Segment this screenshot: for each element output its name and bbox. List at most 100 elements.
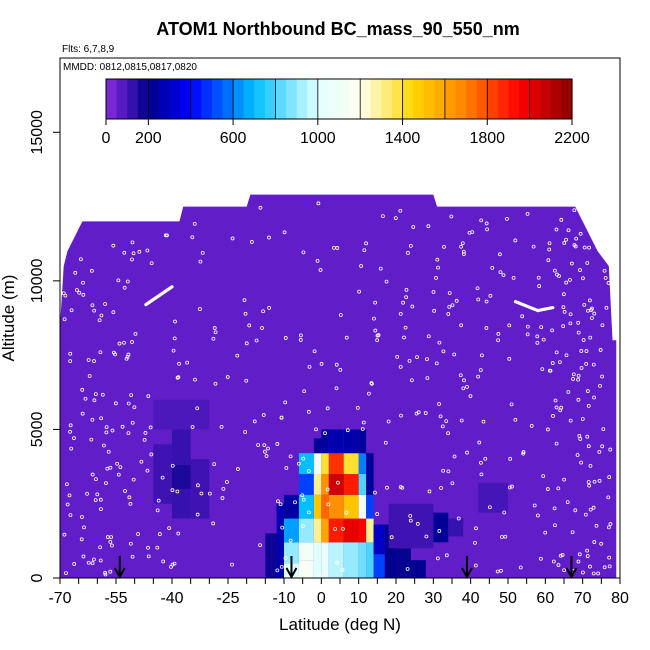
sample-point bbox=[580, 417, 585, 421]
heatmap-cell bbox=[172, 465, 191, 489]
sample-point bbox=[503, 534, 508, 539]
sample-point bbox=[211, 336, 216, 341]
sample-point bbox=[334, 386, 339, 391]
sample-point bbox=[458, 373, 463, 378]
sample-point bbox=[408, 513, 413, 518]
colorbar-tick-label: 0 bbox=[102, 130, 111, 147]
sample-point bbox=[372, 316, 376, 321]
sample-point bbox=[306, 409, 311, 414]
sample-point bbox=[249, 240, 254, 244]
sample-point bbox=[207, 491, 212, 496]
colorbar-segment bbox=[116, 79, 128, 119]
heatmap-cell bbox=[284, 542, 299, 564]
sample-point bbox=[307, 364, 312, 369]
colorbar-segment bbox=[402, 79, 414, 119]
sample-point bbox=[507, 485, 512, 490]
sample-point bbox=[507, 323, 512, 328]
sample-point bbox=[508, 456, 513, 461]
sample-point bbox=[452, 352, 457, 357]
sample-point bbox=[509, 402, 514, 407]
sample-point bbox=[532, 503, 537, 508]
sample-point bbox=[403, 325, 408, 330]
sample-point bbox=[146, 545, 150, 550]
sample-point bbox=[450, 481, 455, 486]
colorbar-segment bbox=[519, 79, 531, 119]
sample-point bbox=[280, 525, 285, 530]
sample-point bbox=[68, 429, 72, 434]
sample-point bbox=[572, 208, 577, 213]
sample-point bbox=[581, 276, 585, 281]
sample-point bbox=[143, 431, 148, 435]
sample-point bbox=[325, 406, 330, 411]
sample-point bbox=[597, 449, 602, 454]
heatmap-cell bbox=[298, 518, 314, 543]
sample-point bbox=[106, 449, 111, 454]
heatmap-cell bbox=[343, 429, 359, 454]
sample-point bbox=[244, 341, 249, 346]
sample-point bbox=[67, 493, 72, 498]
sample-point bbox=[103, 302, 107, 306]
sample-point bbox=[565, 500, 570, 505]
heatmap-cell bbox=[190, 459, 210, 519]
colorbar-segment bbox=[211, 79, 224, 119]
sample-point bbox=[196, 483, 200, 488]
sample-point bbox=[576, 559, 581, 564]
sample-point bbox=[81, 292, 86, 297]
sample-point bbox=[602, 268, 607, 273]
heatmap-cell bbox=[373, 524, 385, 555]
sample-point bbox=[554, 227, 559, 232]
sample-point bbox=[98, 545, 103, 550]
heatmap-cell bbox=[313, 474, 322, 495]
sample-point bbox=[535, 340, 540, 345]
sample-point bbox=[111, 243, 116, 248]
sample-point bbox=[582, 245, 587, 250]
sample-point bbox=[446, 469, 451, 474]
sample-point bbox=[130, 554, 135, 559]
sample-point bbox=[68, 513, 73, 518]
sample-point bbox=[599, 541, 604, 546]
colorbar-segment bbox=[561, 79, 573, 119]
sample-point bbox=[212, 462, 217, 467]
heatmap-cell bbox=[298, 453, 314, 474]
sample-point bbox=[302, 389, 307, 394]
sample-point bbox=[220, 496, 225, 500]
y-tick-label: 5000 bbox=[29, 412, 46, 448]
sample-point bbox=[130, 257, 134, 262]
sample-point bbox=[546, 258, 551, 263]
sample-point bbox=[568, 278, 572, 282]
y-tick-label: 10000 bbox=[29, 259, 46, 304]
sample-point bbox=[110, 543, 114, 548]
sample-point bbox=[552, 268, 557, 273]
sample-point bbox=[95, 492, 100, 497]
sample-point bbox=[592, 395, 596, 400]
sample-point bbox=[576, 377, 581, 382]
sample-point bbox=[99, 416, 104, 421]
sample-point bbox=[561, 324, 566, 329]
sample-point bbox=[461, 386, 466, 391]
sample-point bbox=[398, 311, 403, 316]
sample-point bbox=[258, 543, 262, 548]
sample-point bbox=[198, 307, 202, 311]
sample-point bbox=[401, 300, 405, 305]
sample-point bbox=[438, 414, 443, 419]
sample-point bbox=[128, 541, 133, 546]
colorbar-segment bbox=[264, 79, 277, 119]
chart-title: ATOM1 Northbound BC_mass_90_550_nm bbox=[156, 19, 519, 39]
sample-point bbox=[122, 285, 127, 290]
sample-point bbox=[345, 428, 350, 433]
sample-point bbox=[92, 359, 96, 363]
sample-point bbox=[410, 304, 415, 309]
sample-point bbox=[113, 401, 118, 406]
sample-point bbox=[131, 477, 136, 482]
sample-point bbox=[340, 568, 345, 572]
sample-point bbox=[576, 397, 581, 402]
sample-point bbox=[461, 249, 466, 254]
sample-point bbox=[344, 510, 349, 515]
sample-point bbox=[381, 214, 385, 219]
sample-point bbox=[435, 257, 440, 262]
sample-point bbox=[282, 230, 287, 235]
sample-point bbox=[312, 349, 317, 354]
sample-point bbox=[400, 485, 405, 490]
sample-point bbox=[476, 374, 481, 379]
